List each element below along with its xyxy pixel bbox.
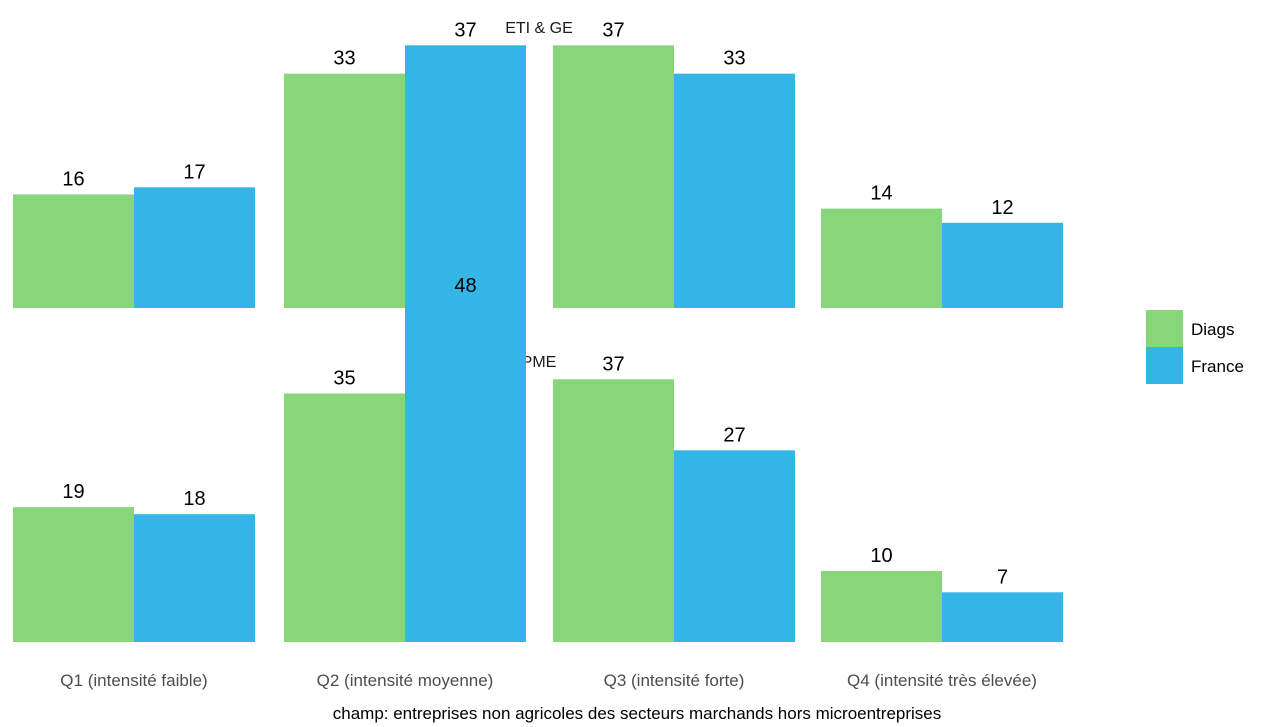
data-label-pme-diags-q2: 35 — [333, 368, 355, 390]
data-label-pme-diags-q4: 10 — [870, 545, 892, 567]
panel-eti-ge-bars: 16 33 37 14 17 37 33 12 — [13, 19, 1063, 309]
data-label-eti-ge-france-q4: 12 — [991, 197, 1013, 219]
data-label-eti-ge-france-q1: 17 — [183, 161, 205, 183]
x-tick-label-q1: Q1 (intensité faible) — [60, 671, 207, 690]
bar-pme-diags-q1 — [13, 507, 134, 642]
data-label-eti-ge-france-q3: 33 — [723, 48, 745, 70]
data-label-eti-ge-diags-q4: 14 — [870, 183, 892, 205]
bar-pme-france-q3 — [674, 450, 795, 642]
data-label-eti-ge-diags-q2: 33 — [333, 48, 355, 70]
legend-key-france — [1146, 347, 1183, 384]
bar-pme-france-q1 — [134, 514, 255, 642]
data-label-pme-france-q2: 48 — [454, 275, 476, 297]
caption-text: champ: entreprises non agricoles des sec… — [333, 704, 942, 723]
bar-eti-ge-diags-q1 — [13, 194, 134, 308]
bar-pme-diags-q4 — [821, 571, 942, 642]
panel-pme: PME 19 35 37 10 18 48 27 7 — [13, 275, 1063, 642]
bar-eti-ge-diags-q4 — [821, 208, 942, 308]
x-tick-label-q4: Q4 (intensité très élevée) — [847, 671, 1037, 690]
bar-eti-ge-france-q2 — [405, 45, 526, 309]
legend-label-diags: Diags — [1191, 320, 1234, 339]
x-tick-label-q2: Q2 (intensité moyenne) — [317, 671, 494, 690]
legend-label-france: France — [1191, 357, 1244, 376]
bar-eti-ge-diags-q3 — [553, 45, 674, 309]
data-label-pme-france-q4: 7 — [997, 566, 1008, 588]
panel-pme-bars: 19 35 37 10 18 48 27 7 — [13, 275, 1063, 642]
panel-title-eti-ge: ETI & GE — [505, 20, 573, 37]
panel-eti-ge: ETI & GE 16 33 37 14 17 37 33 12 — [13, 19, 1063, 309]
bar-eti-ge-france-q3 — [674, 73, 795, 308]
bar-eti-ge-france-q1 — [134, 187, 255, 308]
panel-title-pme: PME — [522, 354, 557, 371]
data-label-eti-ge-diags-q3: 37 — [602, 19, 624, 41]
bar-eti-ge-diags-q2 — [284, 73, 405, 308]
x-axis-tick-labels: Q1 (intensité faible) Q2 (intensité moyen… — [60, 671, 1037, 690]
data-label-pme-diags-q1: 19 — [62, 481, 84, 503]
data-label-pme-france-q1: 18 — [183, 488, 205, 510]
bar-eti-ge-france-q4 — [942, 222, 1063, 308]
bar-pme-france-q4 — [942, 592, 1063, 642]
bar-pme-diags-q2 — [284, 393, 405, 642]
bar-pme-diags-q3 — [553, 379, 674, 642]
data-label-pme-diags-q3: 37 — [602, 353, 624, 375]
data-label-eti-ge-diags-q1: 16 — [62, 168, 84, 190]
legend: Diags France — [1146, 310, 1244, 384]
legend-key-diags — [1146, 310, 1183, 347]
data-label-eti-ge-france-q2: 37 — [454, 19, 476, 41]
x-tick-label-q3: Q3 (intensité forte) — [604, 671, 745, 690]
bar-pme-france-q2 — [405, 301, 526, 642]
data-label-pme-france-q3: 27 — [723, 424, 745, 446]
